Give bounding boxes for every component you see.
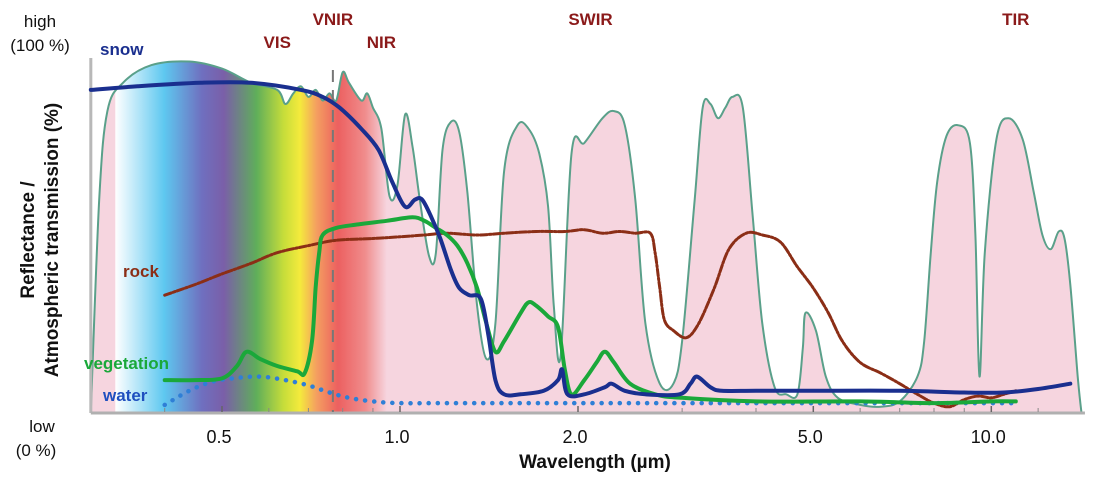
series-label-water: water (102, 386, 148, 405)
x-axis-label: Wavelength (µm) (519, 452, 671, 473)
y-high-label: high (24, 12, 56, 31)
x-tick-label-10.0: 10.0 (971, 427, 1006, 447)
band-label-vnir: VNIR (313, 10, 354, 29)
x-tick-label-0.5: 0.5 (206, 427, 231, 447)
y-axis-label-line1: Reflectance / (18, 181, 39, 299)
band-label-swir: SWIR (568, 10, 612, 29)
plot-area (88, 58, 1085, 415)
band-label-vis: VIS (264, 33, 291, 52)
y-low-label: low (29, 417, 55, 436)
x-tick-label-5.0: 5.0 (798, 427, 823, 447)
series-label-snow: snow (100, 40, 144, 59)
x-tick-labels: 0.5 1.0 2.0 5.0 10.0 (206, 427, 1005, 447)
band-label-nir: NIR (367, 33, 396, 52)
band-label-tir: TIR (1002, 10, 1029, 29)
series-label-rock: rock (123, 262, 159, 281)
y-low-percent-label: (0 %) (16, 441, 57, 460)
x-tick-label-2.0: 2.0 (562, 427, 587, 447)
y-axis-label-line2: Atmospheric transmission (%) (42, 103, 63, 378)
x-ticks (164, 406, 1039, 412)
band-labels: VNIR VIS NIR SWIR TIR (264, 10, 1030, 52)
x-tick-label-1.0: 1.0 (384, 427, 409, 447)
series-line-snow (88, 80, 1073, 399)
series-layer (88, 80, 1073, 409)
atmospheric-transmission-line (89, 60, 1083, 413)
series-label-vegetation: vegetation (84, 354, 169, 373)
y-high-percent-label: (100 %) (10, 36, 70, 55)
